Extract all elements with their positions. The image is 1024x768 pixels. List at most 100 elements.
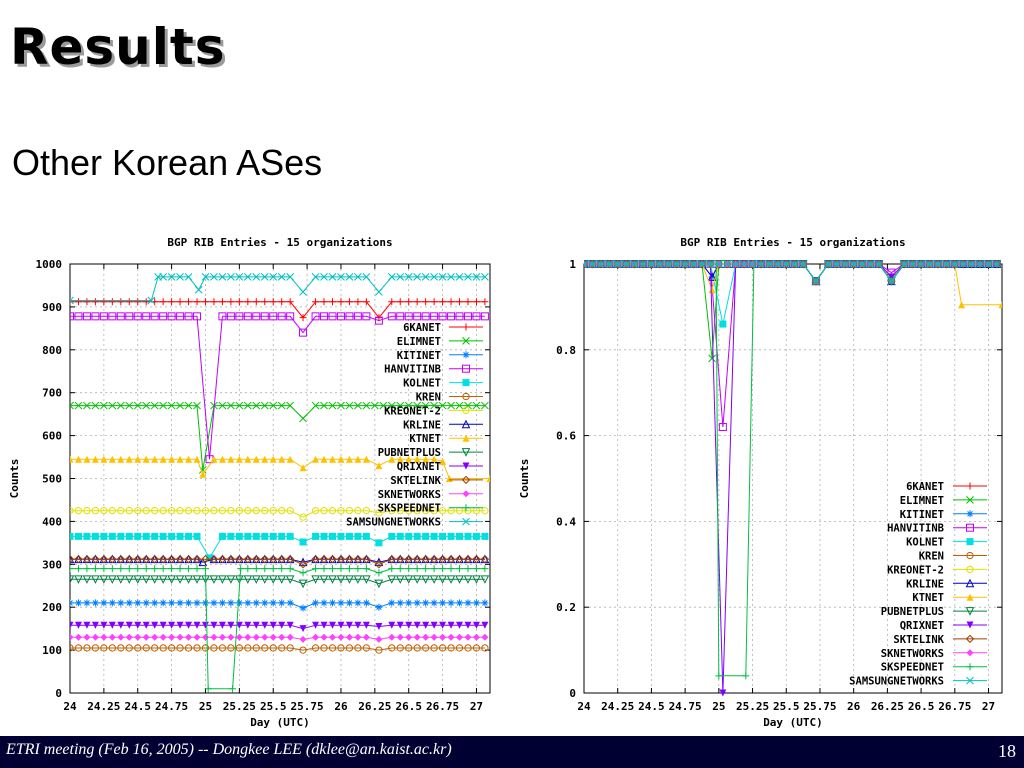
data-point xyxy=(422,599,430,607)
data-point xyxy=(404,273,413,281)
series-sknetworks xyxy=(70,633,489,643)
data-point xyxy=(125,644,133,652)
data-point xyxy=(261,644,269,652)
data-point xyxy=(405,565,413,573)
data-point xyxy=(812,277,820,286)
data-point xyxy=(362,633,370,641)
data-point xyxy=(375,646,383,654)
data-point xyxy=(210,298,218,306)
data-point xyxy=(108,575,117,584)
data-point xyxy=(413,621,421,629)
data-point xyxy=(116,401,125,410)
data-point xyxy=(311,554,320,564)
data-point xyxy=(345,401,354,410)
data-point xyxy=(413,312,422,321)
data-point xyxy=(413,532,421,540)
data-point xyxy=(83,565,91,573)
data-point xyxy=(329,621,336,629)
series-line xyxy=(70,558,485,565)
data-point xyxy=(456,565,464,573)
series-hanvitinb xyxy=(584,260,1001,432)
data-point xyxy=(206,554,214,562)
data-point xyxy=(299,635,307,643)
y-tick-label: 1 xyxy=(569,258,576,271)
data-point xyxy=(396,455,404,463)
data-point xyxy=(354,455,362,463)
data-point xyxy=(439,565,447,573)
data-point xyxy=(405,621,413,629)
legend-label: SKSPEEDNET xyxy=(881,662,944,674)
data-point xyxy=(252,507,260,515)
data-point xyxy=(387,575,397,584)
data-point xyxy=(117,565,125,573)
data-point xyxy=(74,575,83,584)
data-point xyxy=(108,554,117,564)
data-point xyxy=(74,532,82,540)
series-ktnet xyxy=(70,455,490,482)
data-point xyxy=(439,633,447,641)
data-point xyxy=(731,260,740,268)
x-tick-label: 25.25 xyxy=(736,700,769,713)
data-point xyxy=(151,507,159,515)
data-point xyxy=(117,621,125,629)
data-point xyxy=(176,273,184,281)
data-point xyxy=(151,633,159,641)
data-point xyxy=(379,401,388,410)
data-point xyxy=(375,635,383,643)
data-point xyxy=(185,633,193,641)
data-point xyxy=(421,554,430,564)
data-point xyxy=(412,575,422,584)
data-point xyxy=(125,455,133,463)
data-point xyxy=(413,633,421,641)
data-point xyxy=(108,312,117,321)
data-point xyxy=(472,554,481,564)
x-tick-label: 26 xyxy=(334,700,348,713)
data-point xyxy=(175,575,185,584)
data-point xyxy=(336,575,346,584)
legend-marker xyxy=(966,593,974,601)
data-point xyxy=(421,273,430,281)
data-point xyxy=(150,554,159,564)
data-point xyxy=(345,312,354,321)
data-point xyxy=(184,507,193,515)
x-tick-label: 25.75 xyxy=(803,700,836,713)
data-point xyxy=(299,625,307,633)
data-point xyxy=(167,554,176,564)
series-skspeednet xyxy=(70,565,489,693)
data-point xyxy=(422,455,430,463)
data-point xyxy=(312,455,320,463)
data-point xyxy=(404,312,413,321)
data-point xyxy=(285,575,295,584)
data-point xyxy=(269,298,277,306)
data-point xyxy=(362,599,370,607)
data-point xyxy=(278,621,286,629)
data-point xyxy=(362,273,371,281)
legend-marker xyxy=(462,462,470,470)
data-point xyxy=(942,260,951,268)
data-point xyxy=(142,401,151,410)
data-point xyxy=(286,599,294,607)
data-point xyxy=(345,554,354,564)
data-point xyxy=(299,538,307,546)
data-point xyxy=(244,621,252,629)
data-point xyxy=(405,532,413,540)
data-point xyxy=(244,599,252,607)
data-point xyxy=(388,565,396,573)
data-point xyxy=(388,599,396,607)
data-point xyxy=(277,312,286,321)
legend-marker xyxy=(965,578,975,588)
data-point xyxy=(108,644,116,652)
data-point xyxy=(447,644,455,652)
data-point xyxy=(328,644,337,652)
legend-label: 6KANET xyxy=(403,322,441,334)
data-point xyxy=(320,621,328,629)
data-point xyxy=(108,298,116,306)
data-point xyxy=(286,312,295,321)
data-point xyxy=(235,575,244,584)
x-tick-label: 26.75 xyxy=(426,700,459,713)
data-point xyxy=(159,273,167,281)
data-point xyxy=(210,507,218,515)
y-tick-label: 400 xyxy=(42,515,62,528)
data-point xyxy=(405,633,413,641)
data-point xyxy=(151,599,159,607)
